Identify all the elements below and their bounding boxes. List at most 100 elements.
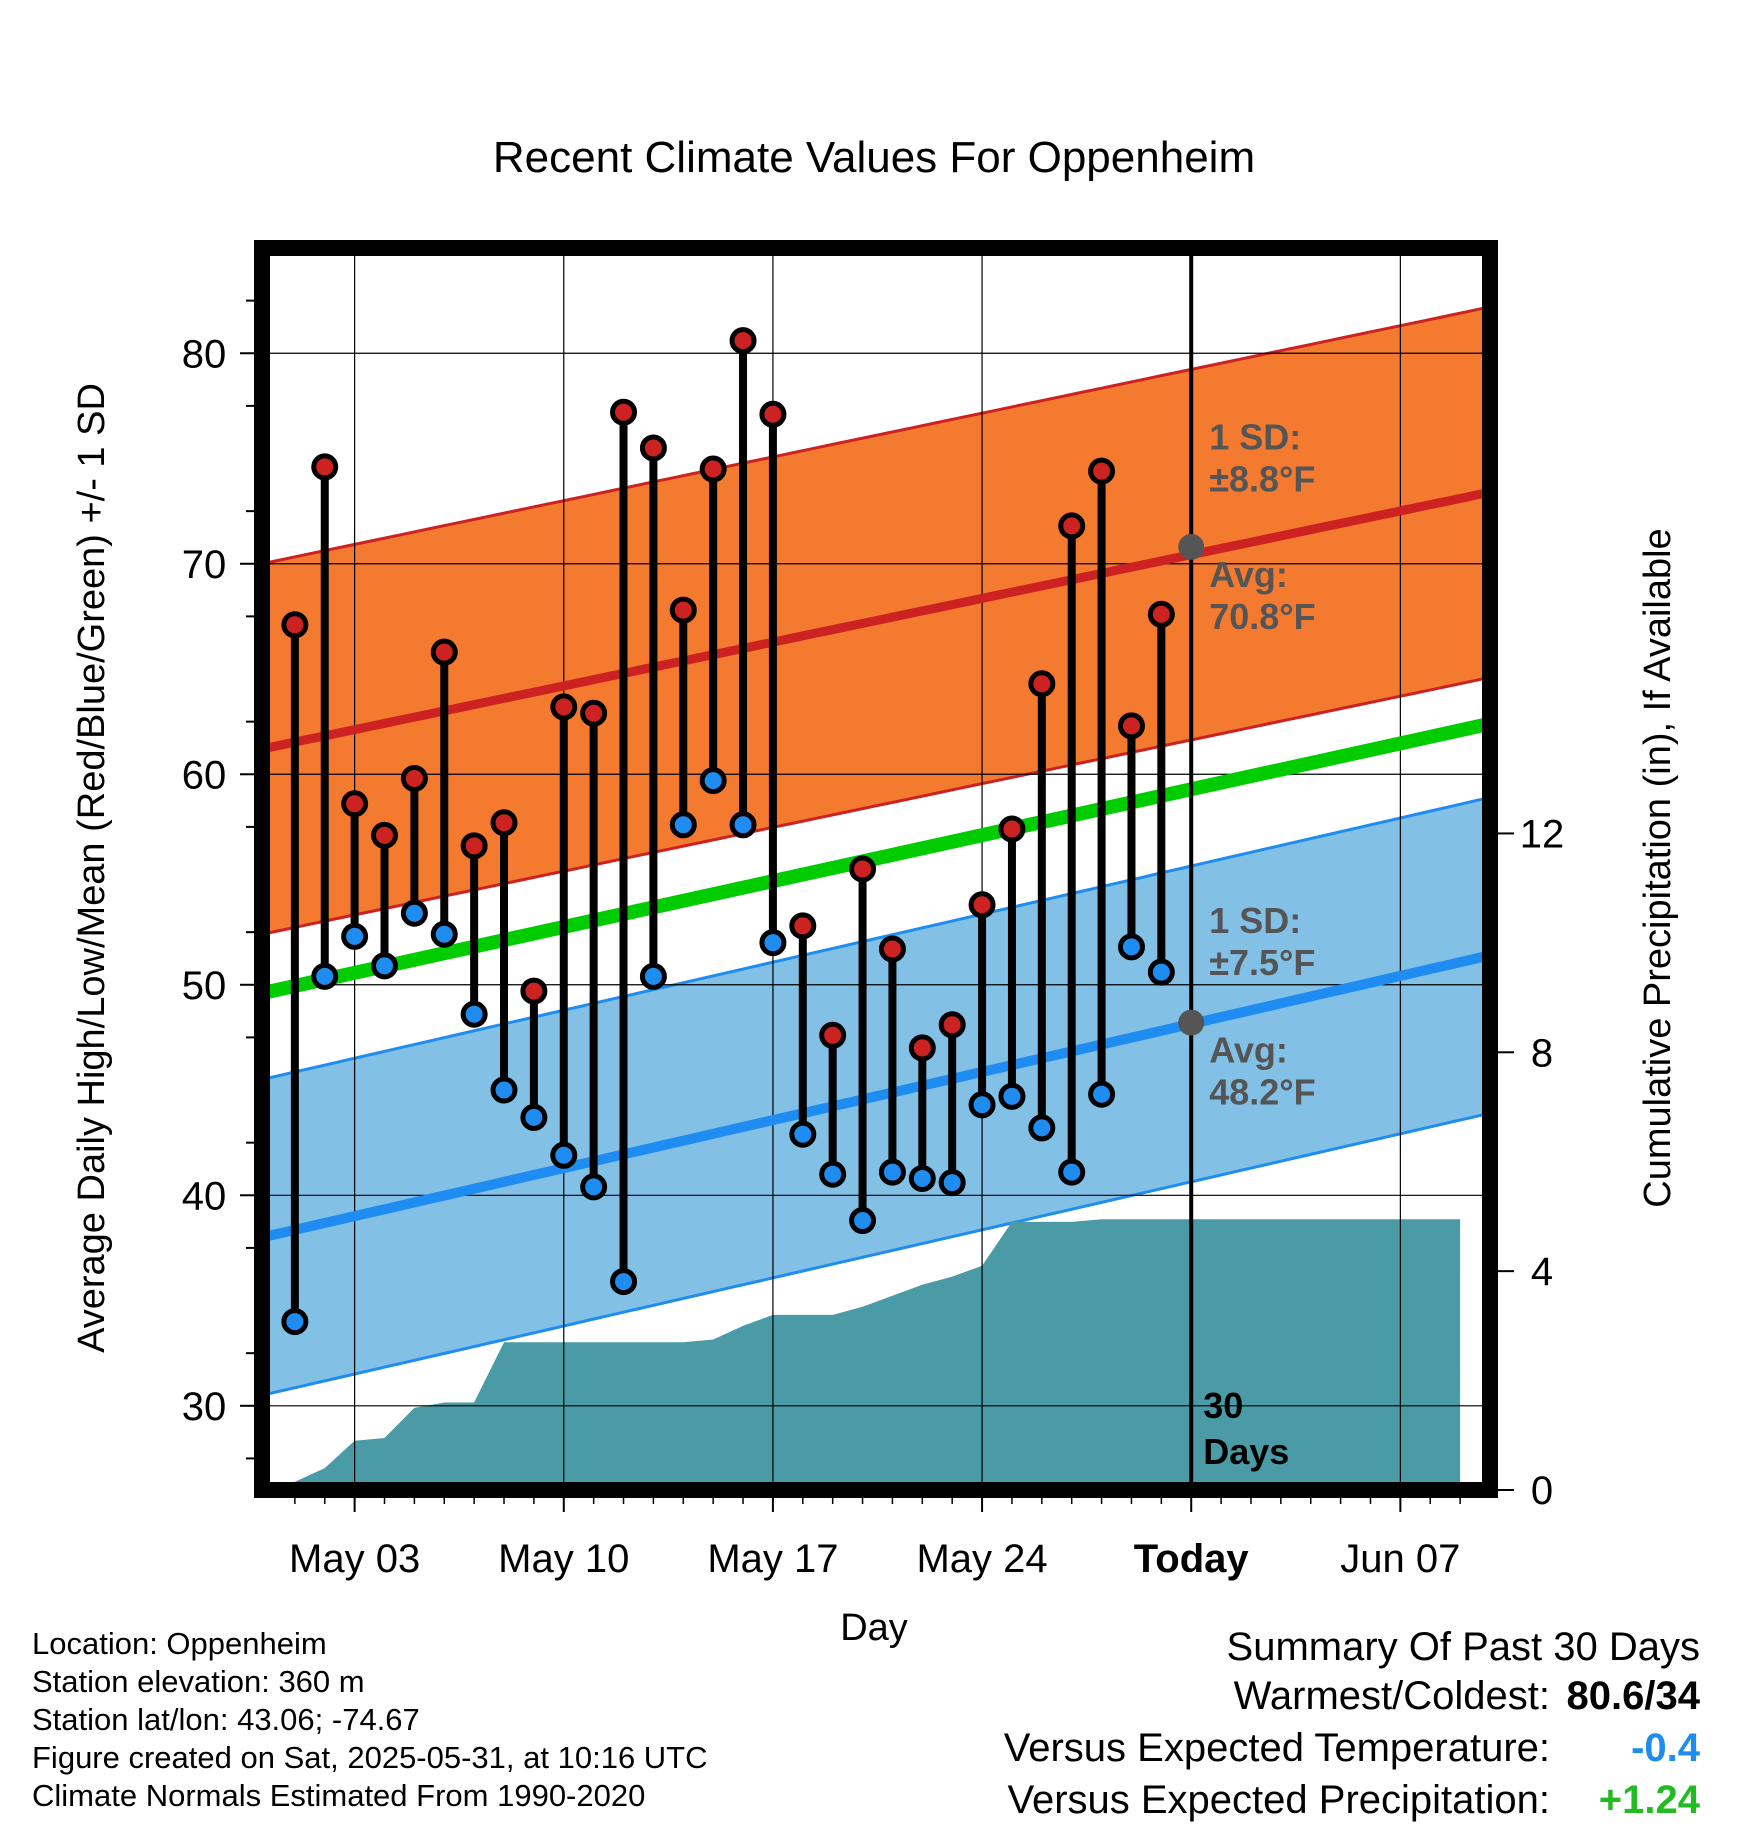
info-location: Location: Oppenheim xyxy=(32,1626,327,1661)
x-tick-label: May 03 xyxy=(289,1537,420,1581)
low-temp-point xyxy=(550,1141,578,1169)
low-temp-point xyxy=(610,1268,638,1296)
summary-temp-label: Versus Expected Temperature: xyxy=(1003,1726,1550,1770)
summary-temp-value: -0.4 xyxy=(1631,1726,1700,1770)
high-avg-value: 70.8°F xyxy=(1209,596,1315,637)
x-axis-label: Day xyxy=(840,1607,908,1649)
low-sd-label: 1 SD: xyxy=(1209,900,1301,941)
y-tick-label-left: 40 xyxy=(182,1174,227,1218)
y-axis-label-right: Cumulative Precipitation (in), If Availa… xyxy=(1637,528,1679,1207)
y-tick-label-right: 8 xyxy=(1531,1031,1553,1075)
high-temp-point xyxy=(610,398,638,426)
x-tick-label: May 10 xyxy=(498,1537,629,1581)
low-temp-point xyxy=(281,1308,309,1336)
low-temp-point xyxy=(938,1169,966,1197)
high-temp-point xyxy=(849,855,877,883)
high-temp-point xyxy=(789,912,817,940)
low-temp-point xyxy=(998,1082,1026,1110)
days-label-count: 30 xyxy=(1203,1385,1243,1426)
high-temp-point xyxy=(938,1011,966,1039)
low-temp-point xyxy=(849,1207,877,1235)
high-temp-point xyxy=(639,434,667,462)
low-temp-point xyxy=(669,811,697,839)
high-temp-point xyxy=(908,1034,936,1062)
high-avg-marker xyxy=(1178,533,1205,560)
y-tick-label-left: 50 xyxy=(182,964,227,1008)
high-temp-point xyxy=(968,891,996,919)
high-temp-point xyxy=(490,809,518,837)
low-temp-point xyxy=(371,952,399,980)
low-temp-point xyxy=(1058,1158,1086,1186)
low-temp-point xyxy=(1028,1114,1056,1142)
summary-block: Summary Of Past 30 Days Warmest/Coldest:… xyxy=(1004,1625,1700,1830)
y-tick-label-left: 30 xyxy=(182,1385,227,1429)
low-temp-point xyxy=(908,1164,936,1192)
y-axis-label-left: Average Daily High/Low/Mean (Red/Blue/Gr… xyxy=(71,383,113,1353)
high-temp-point xyxy=(400,764,428,792)
y-tick-label-left: 70 xyxy=(182,543,227,587)
summary-warm-cold-label: Warmest/Coldest: xyxy=(1233,1674,1550,1718)
summary-title: Summary Of Past 30 Days xyxy=(1226,1625,1700,1669)
high-temp-point xyxy=(1028,670,1056,698)
summary-precip-label: Versus Expected Precipitation: xyxy=(1007,1778,1550,1822)
high-band-lower-edge xyxy=(262,675,1490,936)
y-tick-label-right: 0 xyxy=(1531,1469,1553,1513)
low-temp-point xyxy=(878,1158,906,1186)
high-sd-value: ±8.8°F xyxy=(1209,458,1315,499)
low-temp-point xyxy=(819,1160,847,1188)
high-temp-point xyxy=(998,815,1026,843)
low-temp-point xyxy=(311,962,339,990)
plot-frame xyxy=(254,240,1498,1498)
high-temp-point xyxy=(341,790,369,818)
high-temp-point xyxy=(371,821,399,849)
summary-warm-cold-value: 80.6/34 xyxy=(1566,1674,1700,1718)
y-tick-label-left: 80 xyxy=(182,332,227,376)
high-temp-point xyxy=(1058,512,1086,540)
low-avg-label: Avg: xyxy=(1209,1030,1288,1071)
info-normals: Climate Normals Estimated From 1990-2020 xyxy=(32,1778,646,1813)
high-temp-point xyxy=(460,832,488,860)
high-temp-point xyxy=(281,611,309,639)
days-label-text: Days xyxy=(1203,1431,1289,1472)
low-temp-point xyxy=(699,767,727,795)
low-temp-point xyxy=(430,920,458,948)
high-temp-point xyxy=(430,638,458,666)
high-temp-point xyxy=(1088,457,1116,485)
low-temp-point xyxy=(968,1091,996,1119)
low-temp-point xyxy=(520,1103,548,1131)
y-tick-label-right: 4 xyxy=(1531,1250,1553,1294)
low-temp-point xyxy=(460,1000,488,1028)
low-temp-point xyxy=(789,1120,817,1148)
high-temp-point xyxy=(580,699,608,727)
low-temp-point xyxy=(400,899,428,927)
high-temp-point xyxy=(669,596,697,624)
low-avg-value: 48.2°F xyxy=(1209,1072,1315,1113)
low-sd-value: ±7.5°F xyxy=(1209,942,1315,983)
low-temp-point xyxy=(490,1076,518,1104)
plot-content xyxy=(262,248,1490,1490)
x-tick-label: Today xyxy=(1134,1537,1250,1581)
low-band-upper-edge xyxy=(262,795,1490,1081)
high-temp-point xyxy=(878,935,906,963)
low-temp-point xyxy=(341,922,369,950)
normal-mean-line xyxy=(262,716,1490,1001)
high-temp-point xyxy=(819,1021,847,1049)
info-elevation: Station elevation: 360 m xyxy=(32,1664,365,1699)
high-band-upper-edge xyxy=(262,305,1490,566)
low-temp-point xyxy=(1117,933,1145,961)
low-temp-point xyxy=(759,929,787,957)
normal-high-line xyxy=(262,487,1490,754)
low-temp-point xyxy=(1088,1080,1116,1108)
high-avg-label: Avg: xyxy=(1209,554,1288,595)
x-tick-label: May 24 xyxy=(916,1537,1047,1581)
high-sd-label: 1 SD: xyxy=(1209,416,1301,457)
high-temp-point xyxy=(729,327,757,355)
x-tick-label: Jun 07 xyxy=(1340,1537,1460,1581)
low-temp-point xyxy=(580,1173,608,1201)
high-temp-point xyxy=(699,455,727,483)
high-temp-point xyxy=(311,453,339,481)
y-tick-label-left: 60 xyxy=(182,753,227,797)
low-temp-point xyxy=(639,962,667,990)
